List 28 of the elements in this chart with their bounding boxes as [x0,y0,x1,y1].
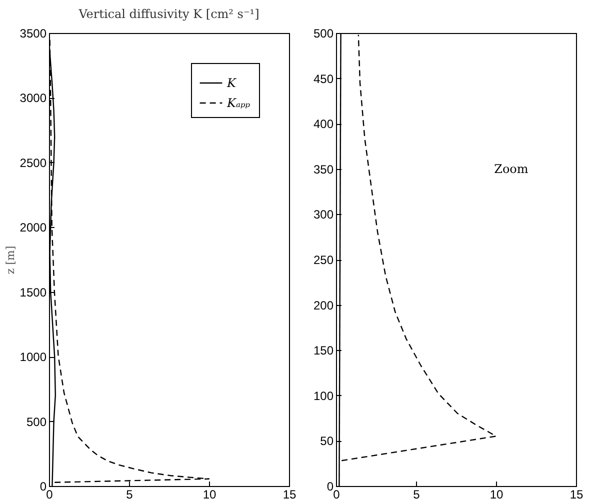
legend-label: K [226,76,237,90]
y-tick-label: 300 [313,208,334,222]
y-tick-label: 3000 [20,91,47,106]
y-tick-label: 500 [26,414,47,429]
y-axis-title: z [m] [4,246,17,274]
y-tick-label: 200 [313,298,334,312]
x-tick-label: 5 [413,488,420,502]
x-tick-label: 15 [570,488,584,502]
x-tick-label: 15 [282,488,296,502]
chart-title: Vertical diffusivity K [cm² s⁻¹] [78,7,260,21]
y-tick-label: 350 [313,162,334,176]
y-tick-label: 1000 [20,350,47,364]
y-tick-label: 500 [313,26,334,40]
y-tick-label: 1500 [20,285,47,300]
annotation: Zoom [494,162,529,176]
y-tick-label: 150 [313,344,334,358]
y-tick-label: 100 [313,388,334,403]
x-tick-label: 10 [202,488,216,502]
legend-label: Kₐₚₚ [226,96,250,110]
x-tick-label: 5 [126,488,134,502]
y-tick-label: 3500 [20,26,47,40]
y-tick-label: 50 [320,434,334,448]
x-tick-label: 10 [490,488,504,502]
y-tick-label: 450 [313,72,334,86]
y-tick-label: 400 [313,117,334,132]
y-tick-label: 2500 [20,156,47,170]
y-tick-label: 250 [313,253,334,267]
y-tick-label: 2000 [20,220,47,235]
